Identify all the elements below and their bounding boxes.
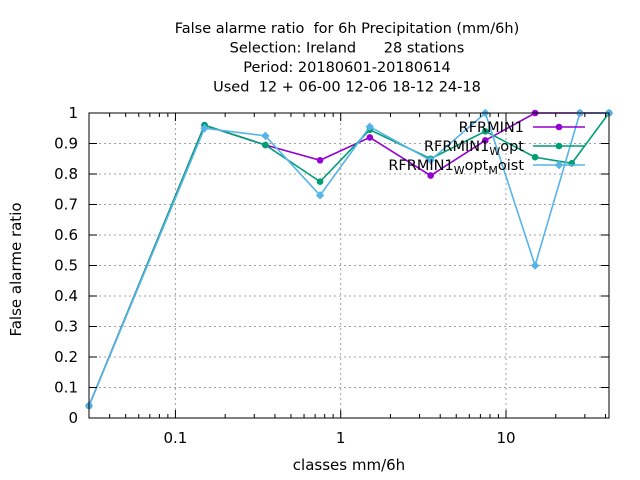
legend-text: RFRMIN1: [424, 139, 489, 155]
series-3: [84, 108, 614, 410]
y-tick-label: 0.2: [54, 348, 78, 366]
y-tick-label: 0.3: [54, 318, 78, 336]
data-point: [315, 191, 325, 200]
y-tick-label: 1: [68, 104, 78, 122]
data-point: [427, 172, 434, 179]
data-point: [530, 261, 540, 270]
data-point: [426, 156, 435, 165]
y-tick-label: 0.4: [54, 287, 78, 305]
legend-text: RFRMIN1: [388, 158, 453, 174]
legend-label-3: RFRMIN1WoptMoist: [388, 158, 524, 177]
y-tick-label: 0.5: [54, 257, 78, 275]
data-point: [262, 141, 269, 149]
legend-label-1: RFRMIN1: [459, 120, 524, 136]
legend-marker-2: [555, 142, 563, 150]
data-point: [482, 128, 489, 135]
data-point: [531, 153, 539, 161]
legend-text: opt: [500, 139, 524, 155]
data-point: [200, 124, 209, 133]
data-point: [365, 122, 375, 131]
legend-marker-1: [555, 123, 563, 131]
data-point: [482, 137, 489, 144]
x-axis-label: classes mm/6h: [293, 456, 405, 474]
data-point: [261, 131, 270, 141]
legend-subscript: W: [454, 164, 465, 177]
legend-subscript: W: [489, 145, 500, 158]
series-line: [88, 112, 609, 407]
data-point: [316, 178, 324, 185]
grid: [89, 113, 609, 418]
data-point: [316, 156, 324, 164]
legend-subscript: M: [488, 164, 498, 177]
x-tick-label: 1: [336, 429, 346, 447]
legend-text: RFRMIN1: [459, 120, 524, 136]
y-tick-label: 0.8: [54, 165, 78, 183]
legend-label-2: RFRMIN1Wopt: [424, 139, 524, 158]
chart-title: False alarme ratio for 6h Precipitation …: [175, 21, 520, 96]
x-tick-label: 0.1: [163, 429, 187, 447]
title-line-2: Selection: Ireland 28 stations: [230, 41, 465, 57]
y-tick-label: 0.1: [54, 379, 78, 397]
y-tick-label: 0.9: [54, 135, 78, 153]
data-point: [366, 134, 374, 141]
series-line: [88, 112, 610, 407]
y-tick-label: 0: [68, 409, 78, 427]
y-tick-label: 0.6: [54, 226, 78, 244]
x-tick-label: 10: [496, 429, 515, 447]
series-line: [88, 111, 609, 407]
axis-ticks: 0 0.1 0.2 0.3 0.4 0.5 0.6 0.7 0.8 0.9 1 0.1 1 10: [54, 104, 609, 447]
series-lines: [84, 108, 614, 410]
legend-text: oist: [498, 158, 524, 174]
title-line-1: False alarme ratio for 6h Precipitation …: [175, 21, 520, 37]
legend-marker-3: [554, 160, 564, 170]
legend-text: opt: [465, 158, 489, 174]
y-tick-label: 0.7: [54, 196, 78, 214]
title-line-3: Period: 20180601-20180614: [243, 60, 451, 76]
title-line-4: Used 12 + 06-00 12-06 18-12 24-18: [213, 80, 481, 96]
y-axis-label: False alarme ratio: [7, 202, 25, 336]
